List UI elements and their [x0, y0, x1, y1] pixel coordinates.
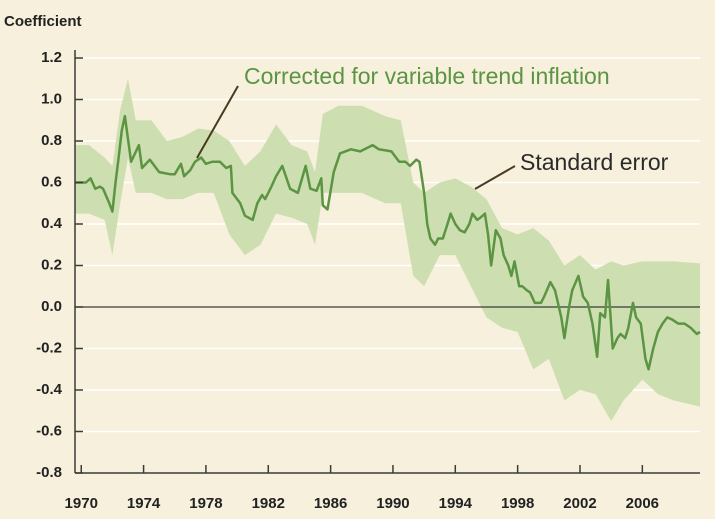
- y-tick-label: -0.4: [36, 381, 63, 398]
- x-tick-label: 1990: [376, 495, 409, 512]
- y-tick-label: 1.0: [41, 90, 62, 107]
- data-line: [75, 114, 701, 371]
- y-tick-label: 1.2: [41, 49, 62, 66]
- plot-area: [75, 57, 701, 433]
- x-tick-label: 1986: [314, 495, 347, 512]
- x-tick-label: 1978: [189, 495, 222, 512]
- y-tick-label: 0.8: [41, 132, 62, 149]
- y-axis-label: Coefficient: [4, 13, 82, 30]
- y-tick-label: 0.4: [41, 215, 63, 232]
- x-tick-label: 2002: [563, 495, 596, 512]
- series-annotation: Corrected for variable trend inflation: [244, 63, 610, 89]
- annotation-leader: [196, 85, 239, 159]
- x-tick-label: 1970: [65, 495, 98, 512]
- y-tick-label: 0.6: [41, 173, 62, 190]
- x-tick-label: 1974: [127, 495, 161, 512]
- y-tick-label: 0.2: [41, 256, 62, 273]
- y-tick-label: -0.2: [36, 339, 62, 356]
- y-tick-label: -0.8: [36, 464, 62, 481]
- y-tick-label: 0.0: [41, 298, 62, 315]
- x-tick-label: 2006: [626, 495, 659, 512]
- x-tick-label: 1982: [252, 495, 285, 512]
- annotation-leader: [474, 165, 516, 190]
- x-tick-label: 1998: [501, 495, 534, 512]
- series-annotation: Standard error: [520, 149, 669, 175]
- y-tick-label: -0.6: [36, 422, 62, 439]
- error-band: [75, 78, 700, 422]
- x-tick-label: 1994: [439, 495, 473, 512]
